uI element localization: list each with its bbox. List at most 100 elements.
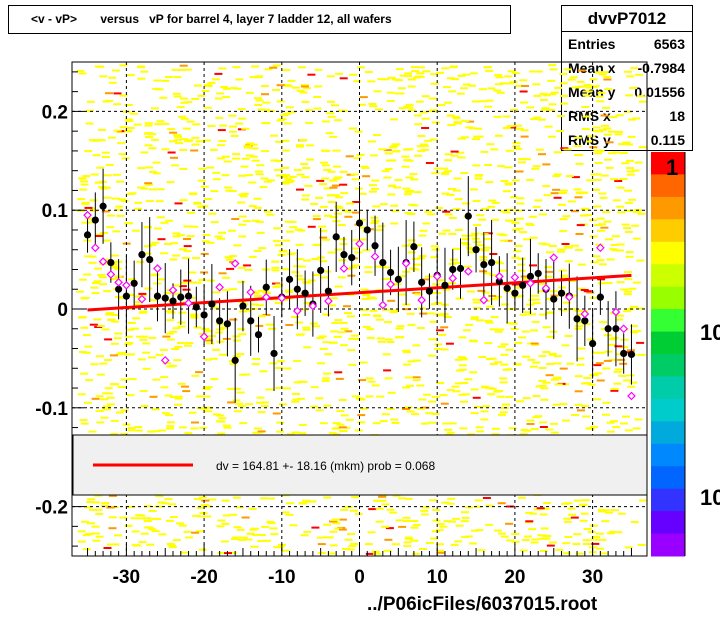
density-cell <box>229 318 238 321</box>
density-cell <box>549 68 558 71</box>
density-cell <box>375 507 384 510</box>
density-cell <box>144 245 152 248</box>
density-cell <box>563 148 572 151</box>
density-cell <box>583 376 592 379</box>
density-cell <box>202 395 211 398</box>
density-cell <box>442 210 451 213</box>
density-cell <box>344 312 353 314</box>
density-cell <box>167 128 176 131</box>
density-cell <box>484 66 492 69</box>
density-cell <box>382 266 391 269</box>
density-cell <box>212 171 221 174</box>
open-point <box>611 307 621 317</box>
density-cell <box>295 258 304 261</box>
density-cell <box>456 151 465 154</box>
density-cell <box>572 543 581 545</box>
density-cell <box>323 536 332 539</box>
density-cell <box>435 543 444 546</box>
density-cell <box>332 149 341 152</box>
density-cell <box>481 207 490 210</box>
open-point <box>106 270 116 279</box>
density-cell <box>101 258 110 261</box>
density-cell <box>255 173 264 176</box>
density-cell <box>621 415 630 418</box>
density-cell <box>474 405 483 408</box>
density-cell <box>517 263 526 266</box>
density-cell <box>195 395 204 398</box>
density-cell <box>504 239 513 242</box>
density-cell <box>178 285 187 288</box>
density-cell <box>625 255 634 258</box>
profile-point <box>480 260 488 269</box>
density-cell <box>541 507 550 510</box>
density-cell <box>261 290 270 293</box>
density-cell <box>329 135 338 138</box>
density-cell <box>447 497 456 500</box>
density-cell <box>138 292 147 295</box>
density-cell <box>203 515 212 518</box>
density-cell <box>414 154 423 157</box>
density-cell <box>509 196 518 199</box>
density-cell <box>216 414 225 417</box>
density-cell <box>302 281 311 284</box>
density-cell <box>375 229 384 231</box>
density-cell <box>160 221 169 224</box>
density-cell <box>149 395 158 398</box>
density-cell <box>593 364 602 367</box>
density-cell <box>598 192 607 195</box>
density-cell <box>614 531 623 534</box>
density-cell <box>96 233 104 236</box>
density-cell <box>113 337 122 340</box>
density-cell <box>540 387 549 390</box>
density-cell <box>377 78 386 81</box>
density-cell <box>174 138 183 141</box>
density-cell <box>180 117 189 120</box>
density-cell <box>236 353 245 356</box>
density-cell <box>364 543 373 546</box>
density-cell <box>118 198 127 201</box>
density-cell <box>238 235 247 238</box>
profile-point <box>581 317 589 325</box>
density-cell <box>135 301 143 304</box>
density-cell <box>538 153 546 156</box>
density-cell <box>157 238 166 241</box>
profile-point <box>169 297 177 305</box>
fit-legend-text: dv = 164.81 +- 18.16 (mkm) prob = 0.068 <box>216 459 435 473</box>
density-cell <box>602 106 610 109</box>
density-cell <box>118 352 126 354</box>
density-cell <box>460 382 469 384</box>
density-cell <box>201 499 210 502</box>
density-cell <box>227 229 236 232</box>
density-cell <box>481 291 490 294</box>
density-cell <box>398 275 407 278</box>
density-cell <box>543 502 552 504</box>
density-cell <box>540 108 549 111</box>
density-cell <box>119 516 128 519</box>
density-cell <box>200 504 209 507</box>
density-cell <box>91 525 100 528</box>
density-cell <box>495 76 504 79</box>
density-cell <box>144 505 152 508</box>
density-cell <box>319 236 328 239</box>
density-cell <box>505 82 514 85</box>
density-cell <box>460 400 468 403</box>
density-cell <box>530 118 539 120</box>
density-cell <box>343 305 351 308</box>
density-cell <box>494 295 503 298</box>
density-cell <box>452 247 460 250</box>
density-cell <box>506 125 515 128</box>
density-cell <box>389 311 398 314</box>
density-cell <box>420 509 429 512</box>
density-cell <box>360 288 369 291</box>
density-cell <box>472 298 481 301</box>
density-cell <box>575 154 584 157</box>
density-cell <box>220 86 229 88</box>
density-cell <box>327 251 336 254</box>
density-cell <box>282 112 291 115</box>
density-cell <box>174 345 183 348</box>
density-cell <box>304 184 313 187</box>
density-cell <box>522 397 531 400</box>
density-cell <box>208 212 217 215</box>
density-cell <box>515 127 524 130</box>
density-cell <box>328 432 337 435</box>
